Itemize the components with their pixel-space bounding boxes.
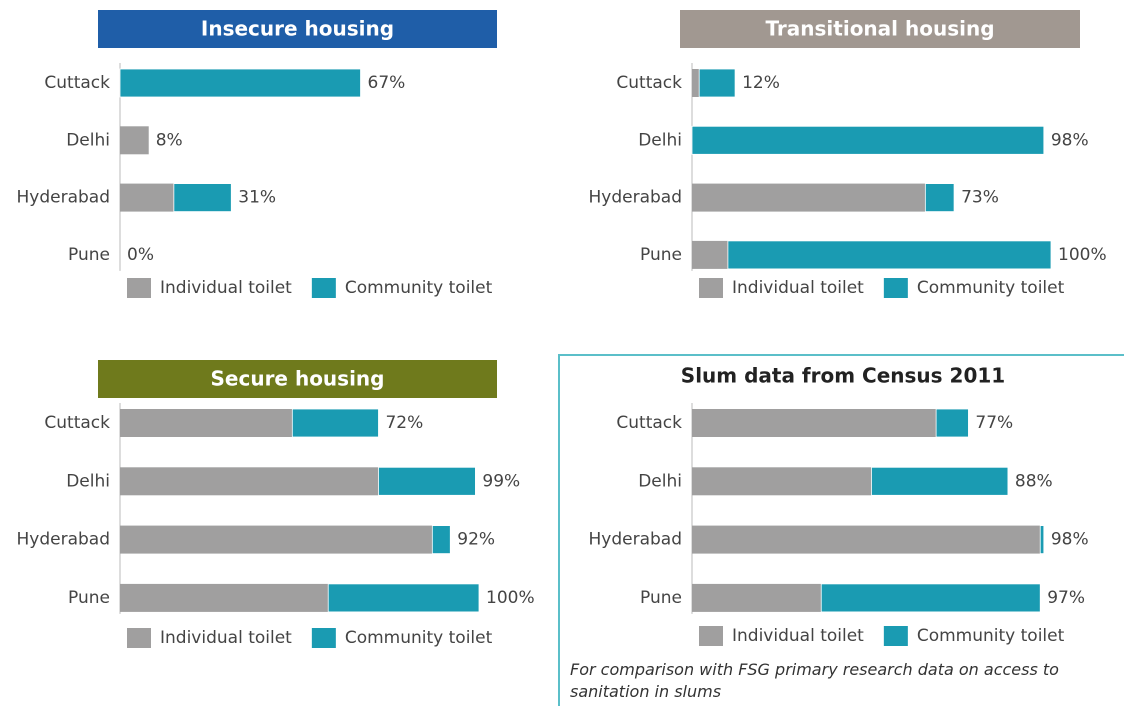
legend-label: Individual toilet	[160, 628, 292, 648]
legend-swatch	[311, 628, 336, 648]
total-label: 98%	[1051, 530, 1089, 550]
bar-segment	[727, 240, 1052, 270]
bar-segment	[924, 183, 955, 213]
total-label: 92%	[457, 530, 495, 550]
total-label: 67%	[368, 73, 406, 93]
bar-segment	[173, 183, 232, 213]
category-label: Hyderabad	[589, 530, 683, 550]
legend-label: Community toilet	[917, 278, 1065, 298]
title-banner	[680, 10, 1080, 48]
legend-label: Community toilet	[345, 278, 493, 298]
category-label: Hyderabad	[17, 530, 111, 550]
total-label: 73%	[961, 188, 999, 208]
bar-segment	[871, 466, 1009, 496]
category-label: Pune	[68, 245, 110, 265]
legend-label: Individual toilet	[160, 278, 292, 298]
category-label: Hyderabad	[589, 188, 683, 208]
legend-swatch	[699, 626, 723, 646]
legend-label: Community toilet	[917, 626, 1065, 646]
category-label: Cuttack	[616, 413, 682, 433]
bar-segment	[291, 408, 379, 438]
legend-swatch	[699, 278, 723, 298]
legend-swatch	[883, 278, 908, 298]
bar-segment	[692, 467, 872, 496]
category-label: Cuttack	[44, 73, 110, 93]
chart-title: Slum data from Census 2011	[681, 364, 1005, 388]
category-label: Delhi	[66, 130, 110, 150]
bar-segment	[120, 525, 433, 554]
legend-swatch	[883, 626, 908, 646]
total-label: 100%	[486, 588, 535, 608]
category-label: Hyderabad	[17, 188, 111, 208]
bar-segment	[692, 583, 822, 612]
total-label: 0%	[127, 245, 154, 265]
title-banner	[98, 360, 497, 398]
total-label: 31%	[238, 188, 276, 208]
bar-segment	[692, 240, 728, 269]
legend-swatch	[311, 278, 336, 298]
total-label: 8%	[156, 130, 183, 150]
bar-segment	[1039, 525, 1045, 554]
total-label: 97%	[1047, 588, 1085, 608]
bar-segment	[120, 467, 379, 496]
category-label: Cuttack	[616, 73, 682, 93]
footnote: For comparison with FSG primary research…	[570, 660, 1059, 701]
bar-segment	[692, 69, 700, 97]
title-banner	[98, 10, 497, 48]
legend-swatch	[127, 278, 151, 298]
legend-swatch	[127, 628, 151, 648]
category-label: Pune	[68, 588, 110, 608]
footnote-line: sanitation in slums	[570, 682, 721, 701]
total-label: 12%	[742, 73, 780, 93]
category-label: Delhi	[638, 130, 682, 150]
bar-segment	[935, 408, 969, 438]
bar-segment	[120, 583, 329, 612]
panel-box	[558, 354, 1124, 706]
chart-title: Transitional housing	[765, 17, 994, 41]
category-label: Delhi	[66, 471, 110, 491]
footnote-line: For comparison with FSG primary research…	[570, 660, 1059, 679]
category-label: Delhi	[638, 471, 682, 491]
legend-label: Community toilet	[345, 628, 493, 648]
category-label: Pune	[640, 588, 682, 608]
total-label: 77%	[975, 413, 1013, 433]
total-label: 98%	[1051, 130, 1089, 150]
bar-segment	[120, 409, 293, 437]
bar-segment	[327, 583, 480, 613]
bar-segment	[692, 525, 1041, 554]
total-label: 99%	[482, 471, 520, 491]
category-label: Cuttack	[44, 413, 110, 433]
total-label: 100%	[1058, 245, 1107, 265]
bar-segment	[820, 583, 1041, 613]
bar-segment	[692, 409, 937, 437]
bar-segment	[119, 68, 361, 98]
bar-segment	[691, 125, 1045, 155]
total-label: 72%	[385, 413, 423, 433]
bar-segment	[431, 525, 451, 554]
category-label: Pune	[640, 245, 682, 265]
bar-segment	[692, 183, 926, 212]
bar-segment	[120, 126, 149, 155]
chart-title: Insecure housing	[201, 17, 394, 41]
bar-segment	[698, 68, 736, 98]
bar-segment	[120, 183, 174, 212]
total-label: 88%	[1015, 471, 1053, 491]
legend-label: Individual toilet	[732, 626, 864, 646]
legend-label: Individual toilet	[732, 278, 864, 298]
chart-title: Secure housing	[211, 367, 385, 391]
bar-segment	[378, 466, 476, 496]
